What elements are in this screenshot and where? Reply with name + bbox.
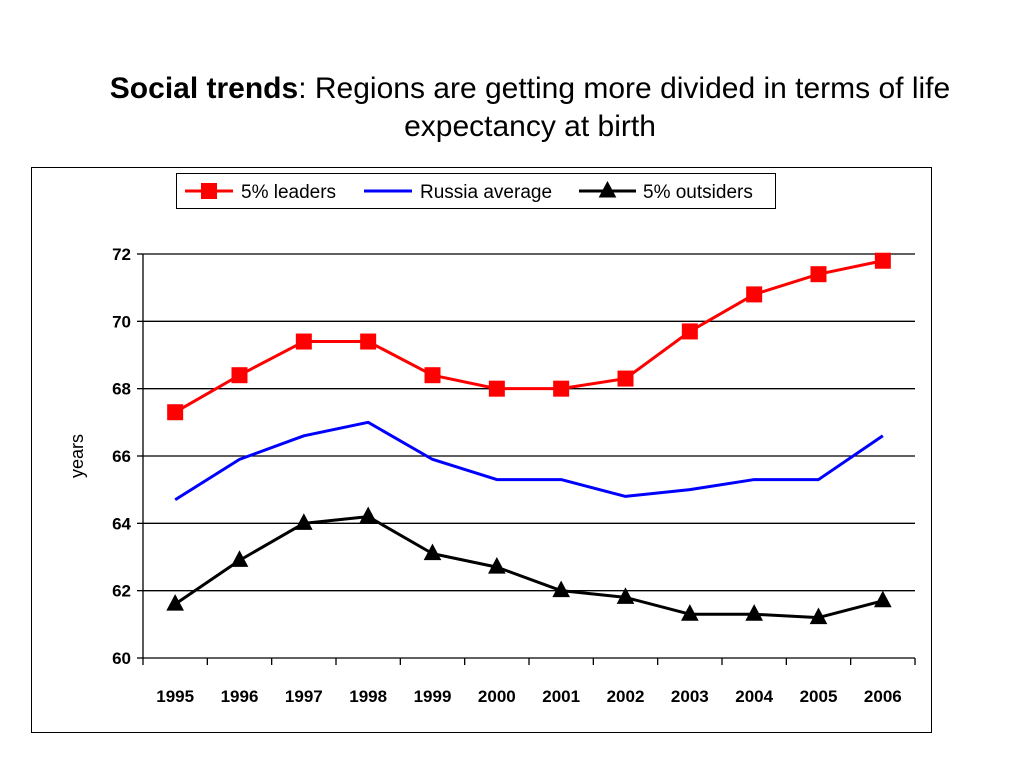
x-tick-label: 1998	[349, 687, 387, 706]
data-point	[616, 587, 635, 604]
y-tick-label: 68	[112, 380, 131, 399]
data-point	[680, 604, 699, 621]
x-tick-label: 1999	[414, 687, 452, 706]
y-tick-label: 72	[112, 245, 131, 264]
x-tick-label: 2002	[607, 687, 645, 706]
data-point	[167, 404, 184, 421]
axes: 60 62 64 66 68 70 72 1995 1996 1997 1998 1999 2000 20…	[112, 245, 916, 706]
data-point	[231, 367, 248, 384]
data-point	[681, 323, 698, 340]
legend-label: 5% outsiders	[643, 182, 753, 203]
legend: 5% leaders Russia average 5% outsiders	[176, 173, 776, 209]
legend-item: Russia average	[364, 182, 552, 203]
x-tick-label: 1996	[221, 687, 259, 706]
series-line	[174, 420, 884, 502]
x-tick-label: 2000	[478, 687, 516, 706]
x-tick-label: 1995	[156, 687, 194, 706]
legend-items: 5% leaders Russia average 5% outsiders	[185, 180, 753, 203]
data-point	[873, 590, 892, 608]
data-point	[295, 513, 313, 530]
legend-item: 5% leaders	[185, 182, 336, 203]
data-point	[874, 252, 891, 269]
x-tick-label: 2006	[864, 687, 902, 706]
x-tick-label: 2003	[671, 687, 709, 706]
data-point	[553, 380, 570, 397]
chart-frame	[31, 167, 932, 733]
series-5-outsiders	[166, 506, 892, 625]
x-tick-label: 1997	[285, 687, 323, 706]
data-point	[552, 580, 571, 598]
chart-title: Social trends: Regions are getting more …	[60, 70, 1000, 146]
data-point	[745, 604, 764, 621]
data-point	[423, 543, 442, 561]
chart-title-bold: Social trends	[109, 72, 299, 105]
data-point	[746, 286, 763, 303]
data-point	[360, 333, 377, 350]
x-tick-label: 2004	[735, 687, 773, 706]
legend-item: 5% outsiders	[579, 180, 753, 203]
gridlines	[143, 253, 915, 592]
data-point	[359, 506, 377, 524]
data-point	[295, 333, 312, 350]
y-tick-label: 60	[112, 649, 131, 668]
data-point	[488, 380, 505, 397]
x-tick-label: 2001	[542, 687, 580, 706]
data-point	[166, 594, 185, 611]
y-axis-title: years	[67, 434, 87, 478]
y-tick-label: 64	[112, 514, 131, 533]
y-tick-label: 70	[112, 312, 131, 331]
legend-swatch-marker	[201, 183, 217, 199]
y-tick-label: 62	[112, 582, 131, 601]
series	[166, 252, 892, 625]
data-point	[424, 367, 441, 384]
data-point	[809, 607, 828, 625]
legend-label: 5% leaders	[241, 182, 336, 203]
legend-swatch-marker	[598, 180, 617, 198]
chart-title-rest: : Regions are getting more divided in te…	[298, 72, 951, 143]
series-line	[174, 259, 884, 414]
legend-label: Russia average	[420, 182, 552, 203]
data-point	[488, 557, 506, 574]
data-point	[810, 266, 827, 283]
y-tick-label: 66	[112, 447, 131, 466]
data-point	[617, 370, 634, 387]
series-5-leaders	[167, 252, 891, 421]
data-point	[230, 550, 249, 567]
series-russia-average	[174, 420, 884, 502]
x-tick-label: 2005	[800, 687, 838, 706]
series-line	[174, 515, 884, 620]
